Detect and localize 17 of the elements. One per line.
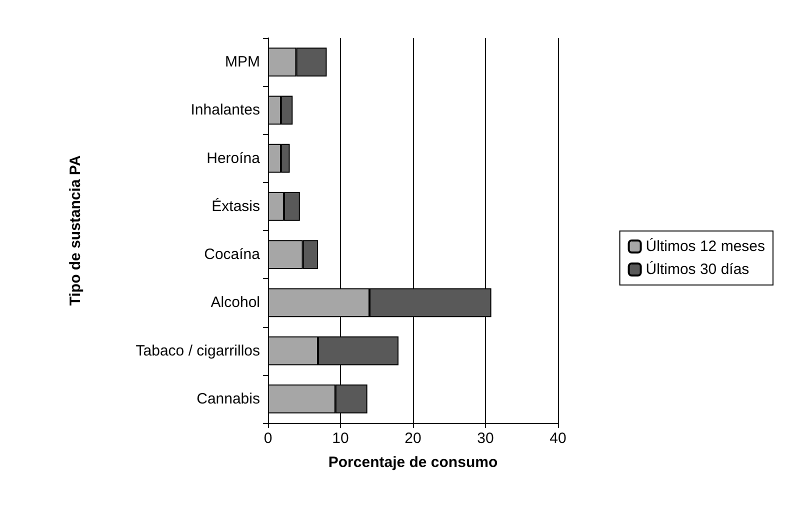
y-tick-label: Tabaco / cigarrillos bbox=[136, 342, 260, 360]
legend-label: Últimos 12 meses bbox=[646, 237, 765, 255]
y-axis-title: Tipo de sustancia PA bbox=[67, 155, 84, 306]
x-tick-label: 0 bbox=[264, 430, 272, 447]
y-tick-label: Inhalantes bbox=[190, 102, 260, 119]
x-tick-label: 20 bbox=[404, 430, 422, 447]
y-tick-label: Heroína bbox=[206, 150, 261, 167]
y-tick-label: Alcohol bbox=[210, 294, 260, 312]
y-tick-label: Cocaína bbox=[204, 246, 261, 264]
legend-label: Últimos 30 días bbox=[646, 260, 750, 278]
x-tick-label: 10 bbox=[332, 430, 349, 447]
y-tick-label: Cannabis bbox=[196, 390, 260, 408]
y-tick-label: MPM bbox=[225, 54, 260, 71]
x-axis-title: Porcentaje de consumo bbox=[328, 454, 498, 471]
y-tick-label: Éxtasis bbox=[212, 196, 260, 215]
x-tick-label: 30 bbox=[477, 430, 494, 447]
x-tick-label: 40 bbox=[550, 430, 566, 447]
